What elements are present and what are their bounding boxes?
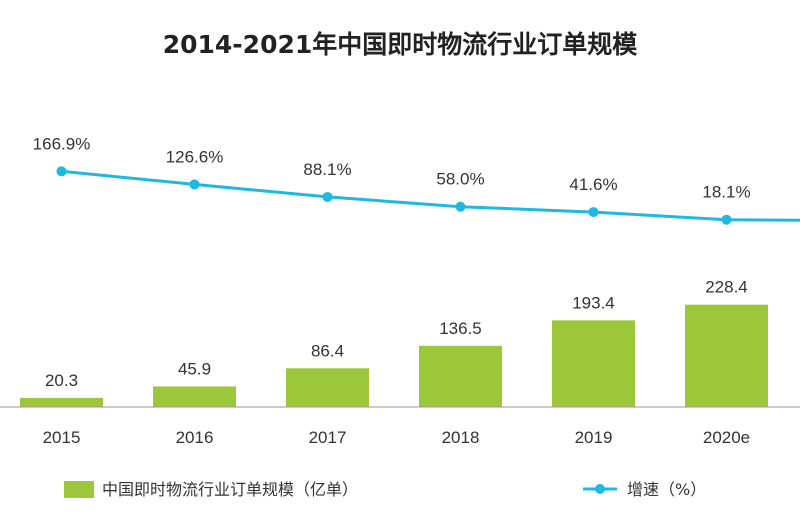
bar-label-2016: 45.9 — [178, 359, 211, 378]
x-tick-2015: 2015 — [43, 428, 81, 447]
growth-label-2017: 88.1% — [303, 160, 351, 179]
x-tick-2020e: 2020e — [703, 428, 750, 447]
x-tick-2016: 2016 — [176, 428, 214, 447]
line-series: 166.9% 126.6% 88.1% 58.0% 41.6% 18.1% — [33, 134, 800, 225]
x-axis-ticks: 2015 2016 2017 2018 2019 2020e — [43, 428, 751, 447]
legend-line-label: 增速（%） — [627, 480, 706, 499]
growth-label-2018: 58.0% — [436, 170, 484, 189]
legend-bar-swatch — [64, 481, 94, 498]
bar-2020e — [685, 304, 768, 407]
growth-label-2015: 166.9% — [33, 134, 91, 153]
growth-point-2017 — [322, 191, 333, 202]
legend-bar-label: 中国即时物流行业订单规模（亿单） — [102, 480, 358, 499]
x-tick-2019: 2019 — [575, 428, 613, 447]
growth-line — [61, 169, 800, 222]
bar-label-2017: 86.4 — [311, 341, 344, 360]
bar-label-2018: 136.5 — [439, 319, 482, 338]
bar-2017 — [286, 368, 369, 407]
growth-label-2019: 41.6% — [569, 175, 617, 194]
growth-point-2020e — [721, 214, 732, 225]
bar-series: 20.3 45.9 86.4 136.5 193.4 228.4 — [20, 278, 768, 407]
bar-label-2020e: 228.4 — [705, 278, 748, 297]
bar-2018 — [419, 345, 502, 407]
x-tick-2017: 2017 — [309, 428, 347, 447]
growth-point-2018 — [455, 201, 466, 212]
legend-line-marker — [595, 484, 605, 494]
growth-point-2015 — [56, 166, 67, 177]
bar-label-2019: 193.4 — [572, 293, 615, 312]
bar-label-2015: 20.3 — [45, 371, 78, 390]
growth-point-2016 — [189, 179, 200, 190]
legend: 中国即时物流行业订单规模（亿单） 增速（%） — [64, 480, 706, 499]
growth-point-2019 — [588, 207, 599, 218]
growth-label-2020e: 18.1% — [702, 183, 750, 202]
x-tick-2018: 2018 — [442, 428, 480, 447]
bar-2015 — [20, 397, 103, 407]
bar-2019 — [552, 320, 635, 407]
bar-2016 — [153, 386, 236, 407]
growth-label-2016: 126.6% — [166, 147, 224, 166]
chart-title: 2014-2021年中国即时物流行业订单规模 — [163, 30, 639, 59]
